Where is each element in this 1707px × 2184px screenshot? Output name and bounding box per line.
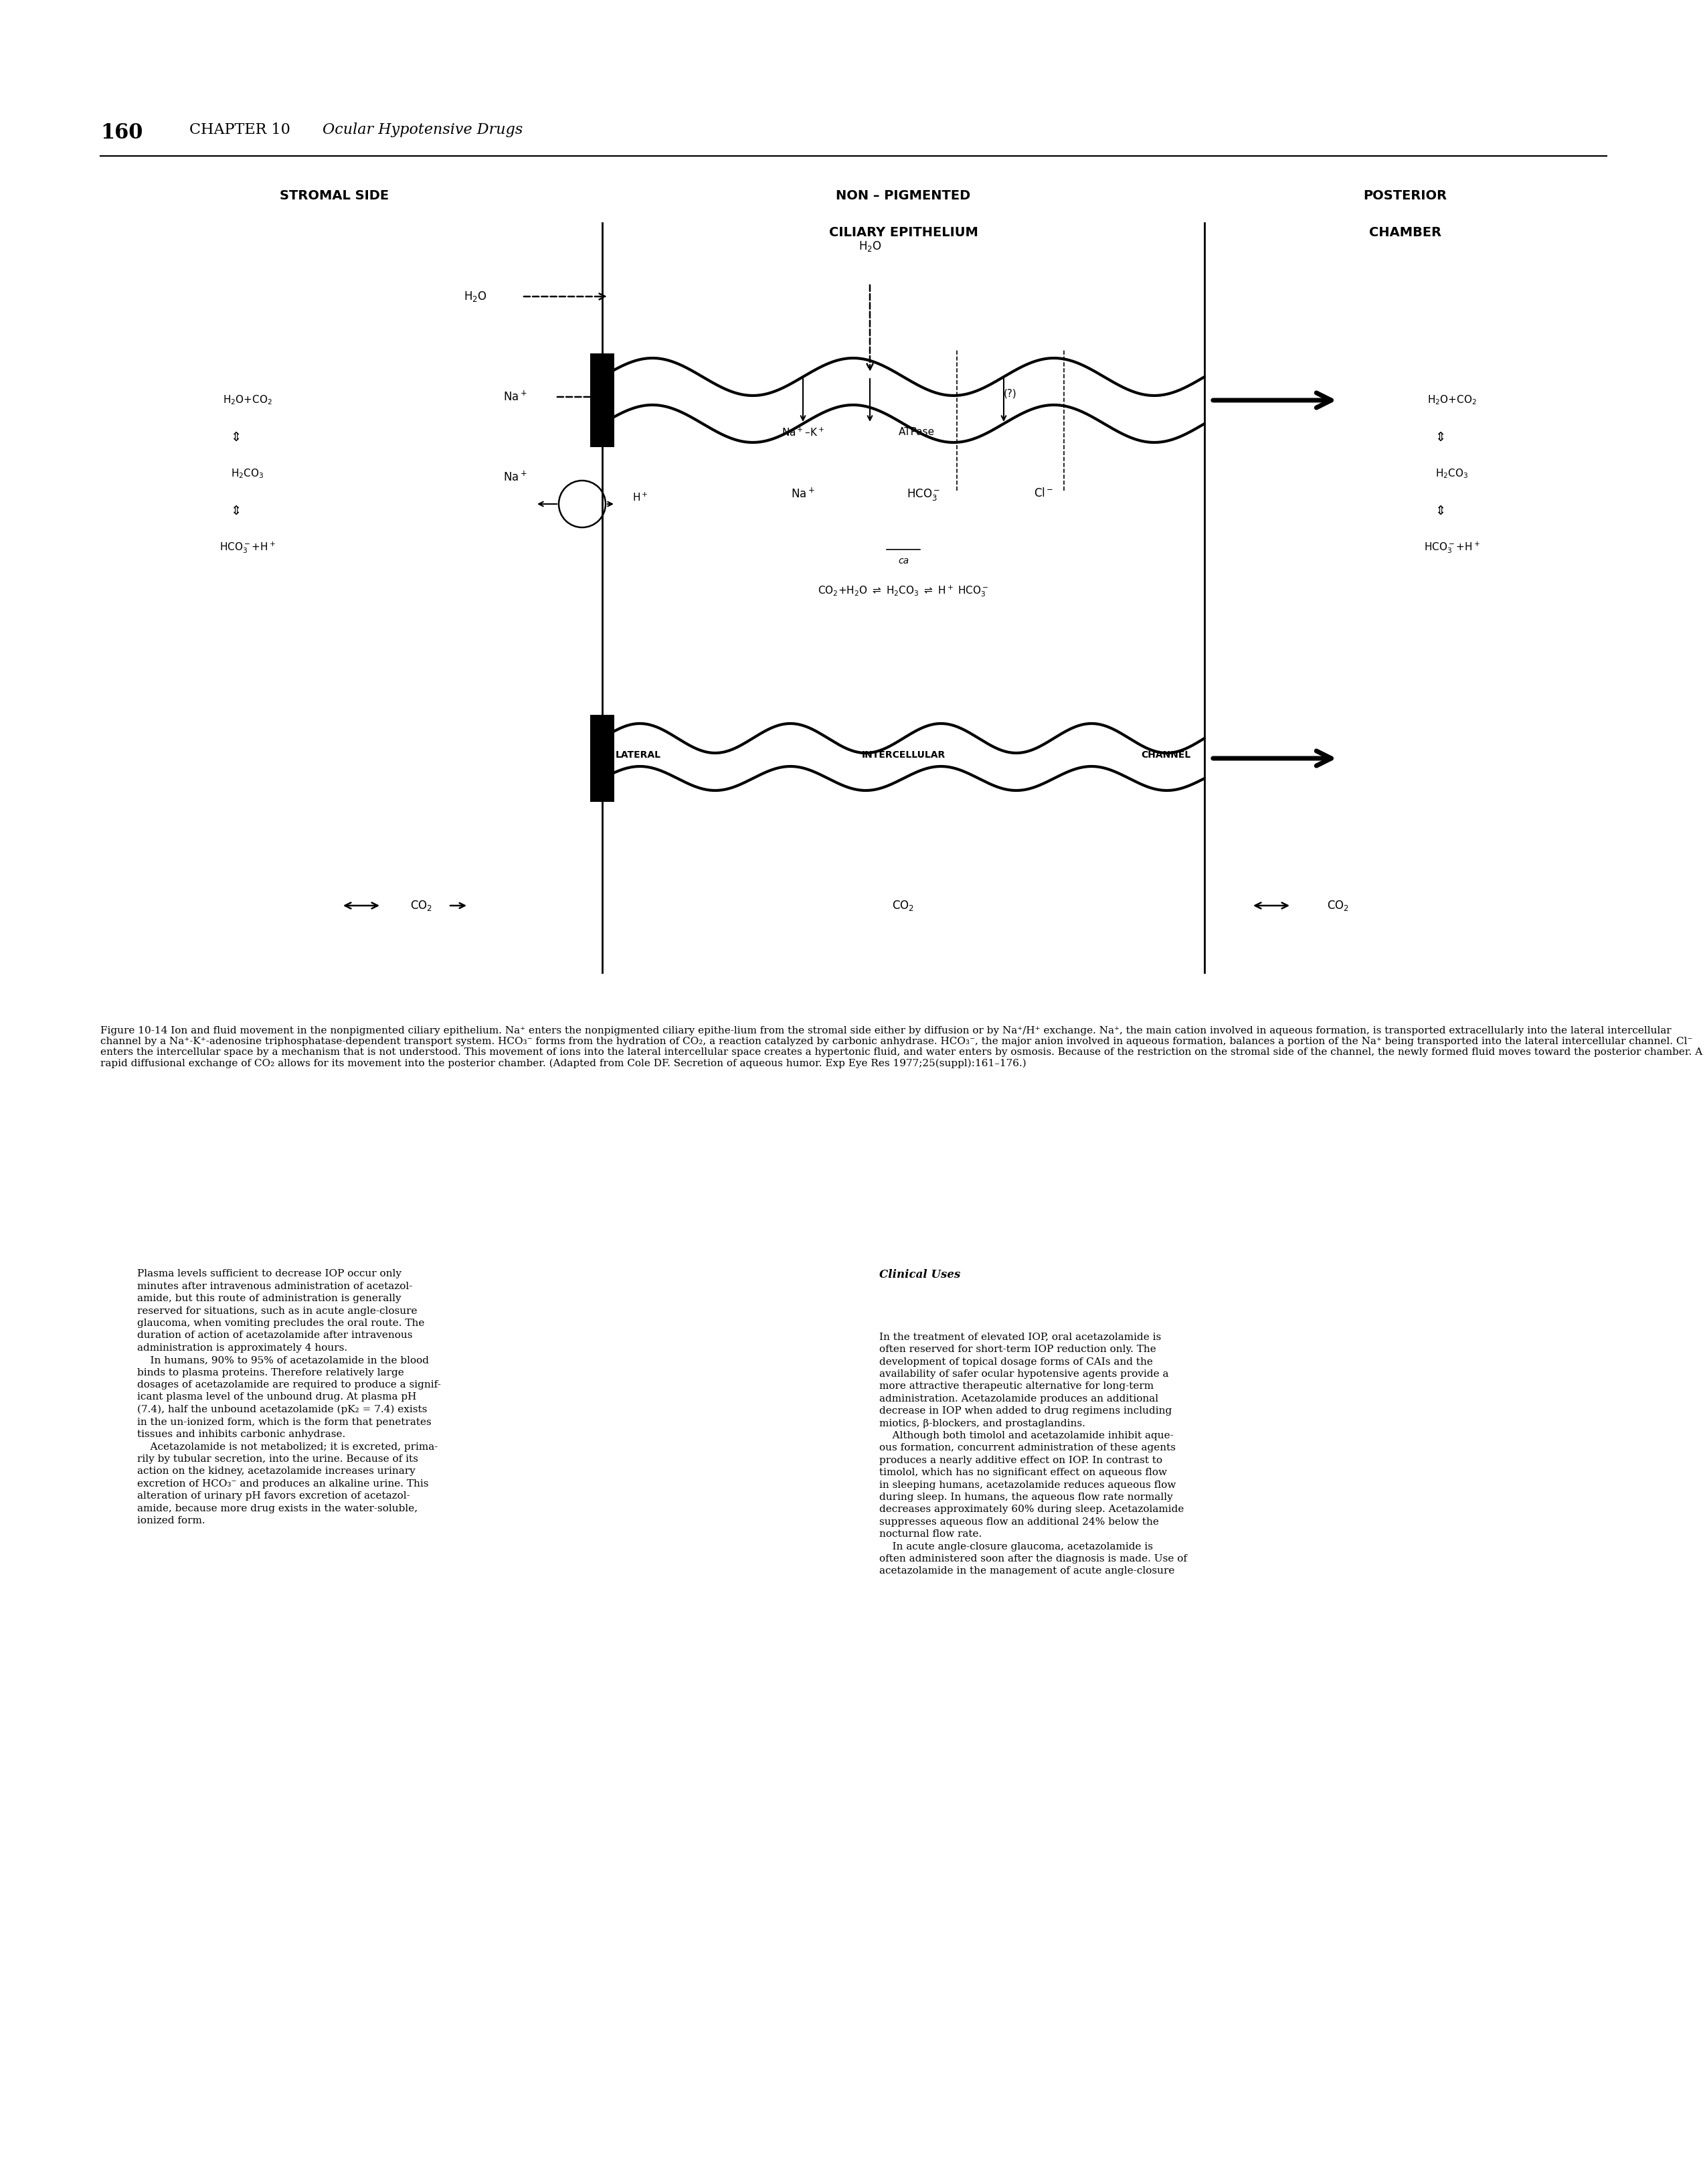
Text: STROMAL SIDE: STROMAL SIDE [280, 190, 389, 203]
Text: (?): (?) [1004, 389, 1017, 400]
Text: $\Updownarrow$: $\Updownarrow$ [1432, 505, 1444, 518]
Text: CHAPTER 10: CHAPTER 10 [189, 122, 290, 138]
Text: INTERCELLULAR: INTERCELLULAR [862, 751, 946, 760]
Text: 160: 160 [101, 122, 143, 144]
Text: POSTERIOR: POSTERIOR [1364, 190, 1448, 203]
Text: CHAMBER: CHAMBER [1369, 227, 1441, 238]
Text: NON – PIGMENTED: NON – PIGMENTED [836, 190, 971, 203]
Text: Na$^+$–K$^+$: Na$^+$–K$^+$ [782, 428, 824, 439]
Text: Figure 10-14 Ion and fluid movement in the nonpigmented ciliary epithelium. Na⁺ : Figure 10-14 Ion and fluid movement in t… [101, 1026, 1702, 1068]
Text: Plasma levels sufficient to decrease IOP occur only
minutes after intravenous ad: Plasma levels sufficient to decrease IOP… [137, 1269, 440, 1524]
Text: H$_2$O+CO$_2$: H$_2$O+CO$_2$ [1427, 393, 1477, 406]
Bar [591, 714, 615, 762]
Text: H$_2$O: H$_2$O [464, 290, 486, 304]
Text: Na$^+$: Na$^+$ [790, 487, 814, 500]
Text: Clinical Uses: Clinical Uses [879, 1269, 961, 1280]
Text: Na$^+$: Na$^+$ [504, 391, 527, 404]
Text: CO$_2$: CO$_2$ [410, 900, 432, 913]
Bar [591, 400, 615, 448]
Text: H$_2$CO$_3$: H$_2$CO$_3$ [230, 467, 265, 480]
Text: ca: ca [898, 557, 908, 566]
Text: CILIARY EPITHELIUM: CILIARY EPITHELIUM [830, 227, 978, 238]
Text: CO$_2$: CO$_2$ [893, 900, 915, 913]
Text: HCO$_3^-$: HCO$_3^-$ [906, 487, 941, 502]
Bar [591, 756, 615, 802]
Bar [591, 354, 615, 400]
Text: CO$_2$: CO$_2$ [1328, 900, 1349, 913]
Text: $\Updownarrow$: $\Updownarrow$ [229, 430, 241, 443]
Text: H$_2$CO$_3$: H$_2$CO$_3$ [1436, 467, 1468, 480]
Text: Ocular Hypotensive Drugs: Ocular Hypotensive Drugs [323, 122, 522, 138]
Text: H$_2$O+CO$_2$: H$_2$O+CO$_2$ [224, 393, 273, 406]
Text: Cl$^-$: Cl$^-$ [1034, 487, 1053, 500]
Text: $\Updownarrow$: $\Updownarrow$ [229, 505, 241, 518]
Text: Na$^+$: Na$^+$ [504, 472, 527, 483]
Text: CHANNEL: CHANNEL [1142, 751, 1191, 760]
Text: CO$_2$+H$_2$O $\rightleftharpoons$ H$_2$CO$_3$ $\rightleftharpoons$ H$^+$ HCO$_3: CO$_2$+H$_2$O $\rightleftharpoons$ H$_2$… [818, 583, 988, 598]
Text: In the treatment of elevated IOP, oral acetazolamide is
often reserved for short: In the treatment of elevated IOP, oral a… [879, 1332, 1186, 1577]
Text: $\Updownarrow$: $\Updownarrow$ [1432, 430, 1444, 443]
Text: H$^+$: H$^+$ [632, 491, 649, 502]
Text: HCO$_3^-$+H$^+$: HCO$_3^-$+H$^+$ [1424, 539, 1480, 555]
Text: H$_2$O: H$_2$O [859, 240, 881, 253]
Text: LATERAL: LATERAL [616, 751, 661, 760]
Text: HCO$_3^-$+H$^+$: HCO$_3^-$+H$^+$ [220, 539, 277, 555]
Text: ATPase: ATPase [898, 428, 935, 437]
